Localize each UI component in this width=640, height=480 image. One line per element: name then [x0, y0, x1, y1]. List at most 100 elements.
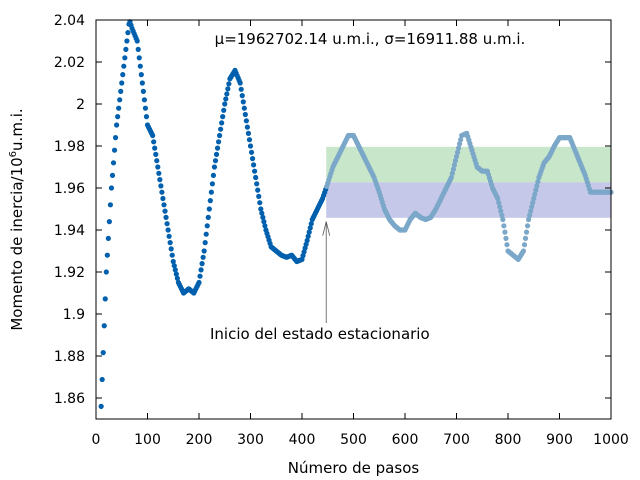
data-point	[449, 170, 455, 176]
data-point	[170, 258, 176, 265]
y-tick-label: 1.94	[54, 223, 85, 239]
y-axis-title-exponent: 6	[8, 151, 19, 157]
data-point	[108, 185, 115, 191]
data-point	[456, 141, 463, 147]
data-point	[150, 132, 156, 139]
data-point	[526, 216, 532, 223]
data-point	[208, 189, 214, 195]
y-tick-label: 1.86	[54, 391, 85, 407]
data-point	[307, 225, 313, 231]
data-point	[103, 269, 109, 275]
data-point	[305, 233, 311, 239]
data-point	[102, 296, 108, 302]
data-point	[106, 219, 112, 225]
data-point	[212, 158, 219, 164]
x-tick-label: 100	[134, 432, 161, 448]
y-axis-title-suffix: u.m.i.	[8, 108, 26, 151]
data-point	[138, 72, 144, 78]
data-point	[213, 151, 220, 157]
y-tick-label: 1.98	[54, 139, 85, 155]
data-point	[101, 323, 107, 329]
data-point	[226, 81, 232, 87]
data-point	[142, 105, 149, 111]
y-tick-label: 2.02	[54, 55, 85, 71]
data-point	[214, 145, 221, 151]
x-tick-label: 300	[237, 432, 264, 448]
x-tick-label: 900	[546, 432, 573, 448]
data-point	[262, 223, 268, 229]
data-point	[157, 177, 163, 183]
data-point	[120, 72, 126, 78]
arrow-head	[322, 221, 331, 236]
data-point	[531, 195, 537, 202]
data-point	[160, 195, 166, 202]
data-point	[124, 38, 130, 44]
data-point	[248, 149, 255, 155]
data-point	[109, 172, 116, 178]
data-point	[247, 143, 254, 149]
data-point	[533, 187, 539, 193]
data-point	[197, 273, 203, 279]
data-point	[500, 216, 506, 223]
data-point	[209, 181, 215, 187]
data-point	[308, 221, 314, 227]
data-point	[206, 206, 212, 212]
steady-state-label: Inicio del estado estacionario	[210, 325, 430, 343]
data-point	[99, 376, 105, 383]
data-point	[501, 223, 507, 229]
y-tick-label: 1.96	[54, 181, 85, 197]
y-tick-label: 1.88	[54, 349, 85, 365]
data-point	[523, 229, 530, 235]
data-point	[496, 200, 502, 206]
data-point	[224, 91, 230, 97]
data-point	[258, 206, 264, 212]
data-point	[502, 229, 508, 235]
data-point	[112, 135, 119, 141]
sigma-bands	[326, 146, 611, 218]
data-point	[134, 38, 140, 44]
data-point	[139, 80, 145, 86]
data-point	[504, 242, 510, 248]
data-point	[167, 240, 173, 246]
data-point	[196, 279, 202, 286]
data-point	[154, 158, 160, 164]
data-point	[204, 223, 210, 229]
x-tick-labels: 0 100 200 300 400 500 600 700 800 900 1000	[92, 432, 629, 448]
data-point	[107, 202, 114, 208]
data-points	[98, 19, 614, 409]
data-point	[244, 124, 251, 130]
data-point	[207, 198, 213, 204]
data-point	[252, 168, 258, 174]
x-tick-label: 200	[186, 432, 213, 448]
data-point	[199, 261, 205, 267]
data-point	[163, 214, 169, 220]
data-point	[220, 114, 226, 120]
data-point	[239, 93, 245, 99]
data-point	[448, 174, 454, 181]
data-point	[260, 214, 266, 220]
data-point	[241, 105, 247, 111]
data-point	[119, 80, 125, 86]
data-point	[143, 114, 150, 120]
data-point	[499, 212, 505, 218]
data-point	[210, 172, 217, 178]
data-point	[161, 202, 167, 208]
data-point	[140, 88, 146, 94]
lower-sigma-band	[326, 182, 611, 218]
data-point	[452, 158, 459, 164]
data-point	[219, 120, 225, 126]
data-point	[530, 200, 536, 206]
data-point	[528, 208, 534, 214]
data-point	[218, 126, 224, 132]
data-point	[225, 86, 231, 92]
axis-ticks	[95, 19, 612, 419]
data-point	[141, 97, 148, 103]
data-point	[255, 187, 261, 193]
data-point	[520, 248, 527, 254]
data-point	[458, 137, 464, 143]
y-axis-title: Momento de inercia/106u.m.i.	[8, 108, 26, 330]
data-point	[158, 183, 164, 189]
data-point	[137, 63, 143, 69]
data-point	[111, 147, 118, 153]
